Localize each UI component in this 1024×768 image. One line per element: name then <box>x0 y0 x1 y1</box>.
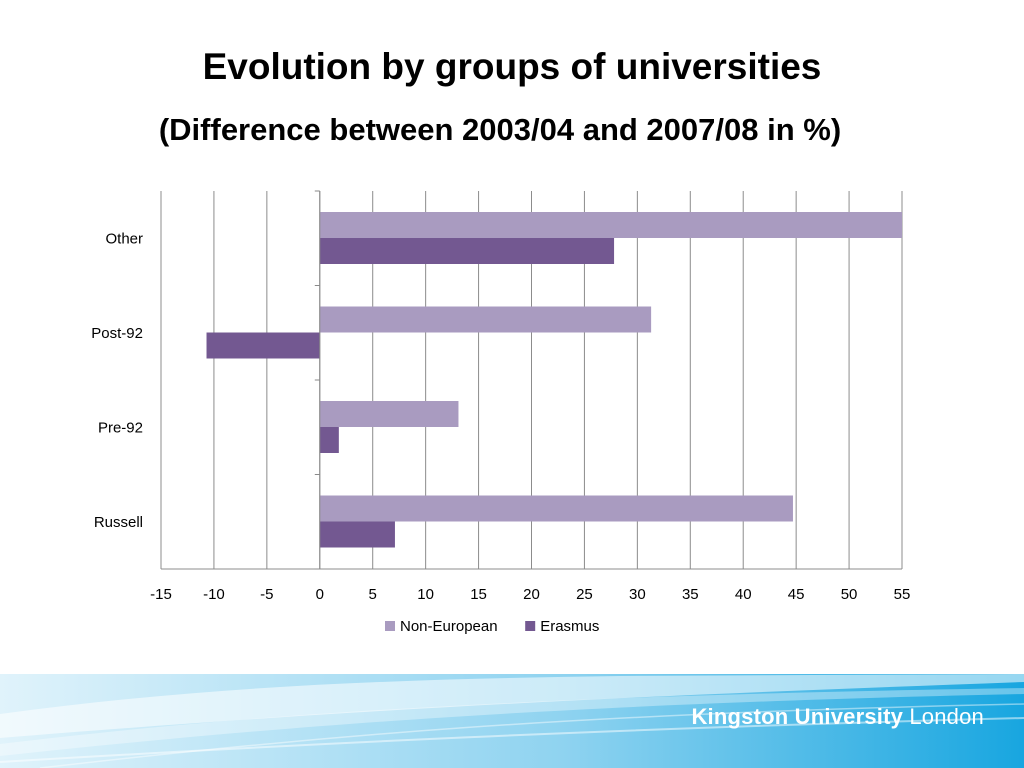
x-tick-label: 40 <box>735 586 752 603</box>
x-tick-label: 50 <box>841 586 858 603</box>
x-tick-labels: -15 -10 -5 0 5 10 15 20 25 30 35 40 45 50 55 <box>150 586 910 603</box>
bar <box>206 332 320 359</box>
chart-legend: Non-European Erasmus <box>385 618 599 635</box>
slide-title: Evolution by groups of universities <box>202 46 822 87</box>
x-tick-label: 20 <box>523 586 540 603</box>
legend-swatch <box>525 621 536 631</box>
brand-name: Kingston University <box>691 704 904 729</box>
legend-label: Non-European <box>400 618 498 635</box>
bar <box>319 401 459 427</box>
bar <box>319 238 615 264</box>
x-tick-label: 5 <box>369 586 377 603</box>
x-tick-label: -15 <box>150 586 172 603</box>
bar <box>319 306 652 333</box>
legend-label: Erasmus <box>540 618 599 635</box>
x-tick-label: -10 <box>203 586 225 603</box>
x-tick-label: 10 <box>417 586 434 603</box>
category-labels: Other Post-92 Pre-92 Russell <box>91 230 143 531</box>
category-label: Pre-92 <box>98 419 143 436</box>
x-tick-label: 30 <box>629 586 646 603</box>
bar-chart: Other Post-92 Pre-92 Russell -15 -10 -5 0 5 10 15… <box>91 190 910 635</box>
footer-wave-banner <box>0 674 1024 768</box>
x-tick-label: 55 <box>894 586 911 603</box>
bar <box>319 521 395 548</box>
legend-swatch <box>385 621 395 631</box>
bar <box>319 427 339 453</box>
slide-subtitle: (Difference between 2003/04 and 2007/08 … <box>158 112 842 147</box>
bars <box>206 212 902 548</box>
category-label: Post-92 <box>91 325 143 342</box>
x-tick-label: 45 <box>788 586 805 603</box>
category-label: Russell <box>94 514 143 531</box>
bar <box>319 212 902 238</box>
category-label: Other <box>105 230 143 247</box>
x-tick-label: 35 <box>682 586 699 603</box>
bar <box>319 495 793 522</box>
brand-location: London <box>909 704 984 729</box>
x-tick-label: 15 <box>470 586 487 603</box>
x-tick-label: 0 <box>316 586 324 603</box>
x-tick-label: 25 <box>576 586 593 603</box>
x-tick-label: -5 <box>260 586 273 603</box>
kingston-university-logo: Kingston University London <box>691 704 984 730</box>
category-tick-marks <box>314 190 320 570</box>
